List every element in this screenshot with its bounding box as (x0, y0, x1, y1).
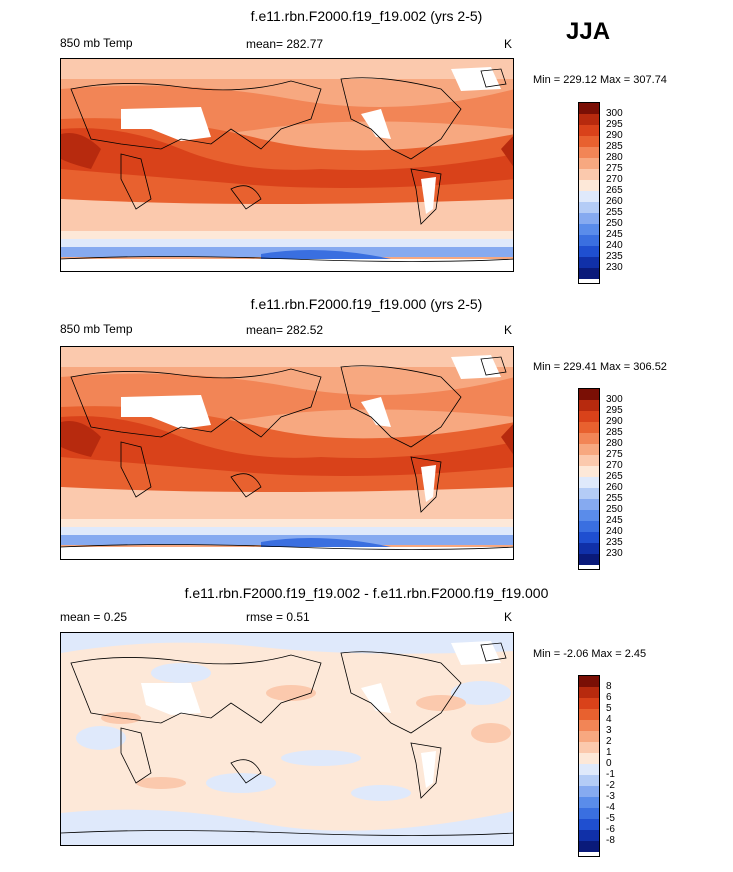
panel-2-minmax: Min = 229.41 Max = 306.52 (533, 361, 667, 373)
colorbar-tick: 295 (606, 405, 623, 416)
panel-2-map-svg (61, 347, 513, 559)
colorbar-tick: -1 (606, 769, 615, 780)
colorbar-tick: 250 (606, 504, 623, 515)
colorbar-tick: -4 (606, 802, 615, 813)
colorbar-tick: -8 (606, 835, 615, 846)
colorbar-tick: 235 (606, 251, 623, 262)
colorbar-tick: 300 (606, 394, 623, 405)
colorbar-tick: 280 (606, 438, 623, 449)
colorbar-tick: 275 (606, 449, 623, 460)
colorbar-tick: -5 (606, 813, 615, 824)
panel-3-map (60, 632, 514, 846)
colorbar-tick: 5 (606, 703, 612, 714)
panel-1-units: K (504, 37, 513, 51)
panel-1-map-svg (61, 59, 513, 271)
colorbar-tick: 265 (606, 185, 623, 196)
colorbar-tick: 240 (606, 240, 623, 251)
colorbar-tick: 245 (606, 229, 623, 240)
panel-2-map (60, 346, 514, 560)
colorbar-tick: 275 (606, 163, 623, 174)
colorbar-tick: 285 (606, 427, 623, 438)
colorbar-tick: 6 (606, 692, 612, 703)
panel-2-units: K (504, 323, 513, 337)
colorbar-tick: 230 (606, 262, 623, 273)
colorbar-tick: 265 (606, 471, 623, 482)
colorbar-tick: 290 (606, 130, 623, 141)
panel-3-colorbar (578, 675, 600, 857)
panel-2-title: f.e11.rbn.F2000.f19_f19.000 (yrs 2-5) (250, 296, 483, 312)
colorbar-tick: 3 (606, 725, 612, 736)
panel-1-mean: mean= 282.77 (246, 37, 324, 51)
panel-1-colorbar (578, 102, 600, 284)
panel-2-variable: 850 mb Temp (60, 322, 133, 336)
colorbar-tick: 2 (606, 736, 612, 747)
colorbar-tick: 260 (606, 482, 623, 493)
panel-3-map-svg (61, 633, 513, 845)
colorbar-tick: 250 (606, 218, 623, 229)
panel-1-variable: 850 mb Temp (60, 36, 133, 50)
panel-1-map (60, 58, 514, 272)
colorbar-tick: 230 (606, 548, 623, 559)
panel-3-minmax: Min = -2.06 Max = 2.45 (533, 648, 647, 660)
colorbar-tick: 8 (606, 681, 612, 692)
panel-3-title: f.e11.rbn.F2000.f19_f19.002 - f.e11.rbn.… (184, 585, 549, 601)
colorbar-tick: 295 (606, 119, 623, 130)
colorbar-tick: 0 (606, 758, 612, 769)
colorbar-tick: 270 (606, 174, 623, 185)
colorbar-tick: 4 (606, 714, 612, 725)
panel-3-units: K (504, 610, 513, 624)
colorbar-tick: -2 (606, 780, 615, 791)
panel-3-mean: mean = 0.25 (60, 610, 128, 624)
colorbar-tick: 270 (606, 460, 623, 471)
colorbar-tick: 300 (606, 108, 623, 119)
colorbar-tick: 280 (606, 152, 623, 163)
panel-1-minmax: Min = 229.12 Max = 307.74 (533, 74, 667, 86)
season-label: JJA (566, 18, 611, 45)
colorbar-tick: 260 (606, 196, 623, 207)
colorbar-tick: 285 (606, 141, 623, 152)
colorbar-tick: 235 (606, 537, 623, 548)
panel-1-title: f.e11.rbn.F2000.f19_f19.002 (yrs 2-5) (250, 8, 483, 24)
panel-2-colorbar (578, 388, 600, 570)
colorbar-tick: 255 (606, 207, 623, 218)
colorbar-tick: 245 (606, 515, 623, 526)
panel-3-rmse: rmse = 0.51 (246, 610, 310, 624)
colorbar-tick: -6 (606, 824, 615, 835)
panel-2-mean: mean= 282.52 (246, 323, 324, 337)
colorbar-tick: 290 (606, 416, 623, 427)
colorbar-tick: 1 (606, 747, 612, 758)
colorbar-tick: -3 (606, 791, 615, 802)
colorbar-tick: 255 (606, 493, 623, 504)
colorbar-tick: 240 (606, 526, 623, 537)
